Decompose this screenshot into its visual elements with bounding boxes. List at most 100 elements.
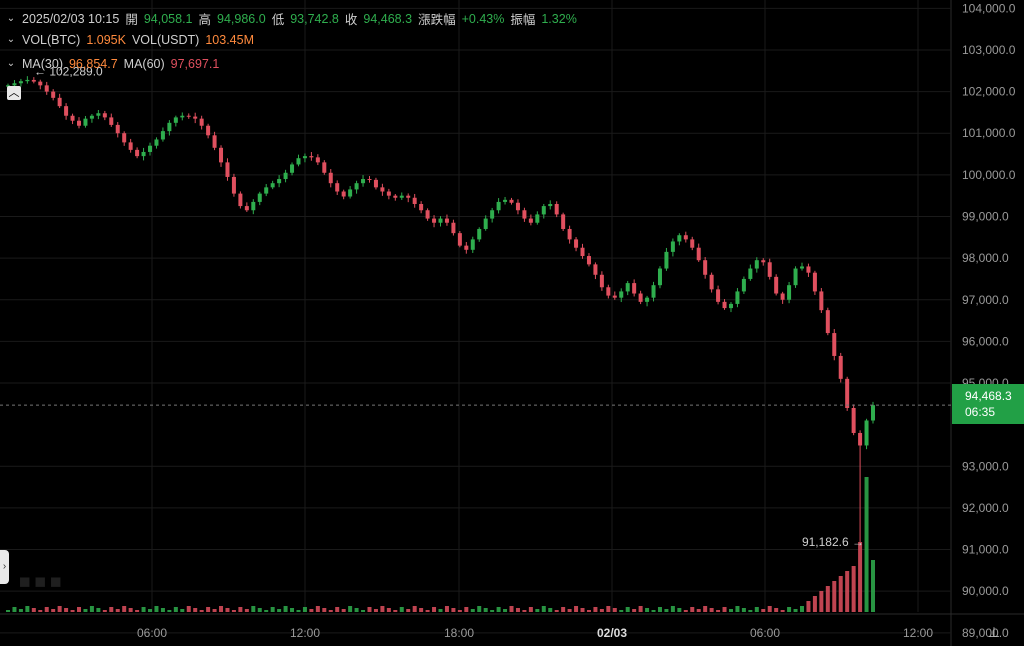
close-label: 收	[344, 13, 358, 27]
candle-body	[309, 156, 314, 158]
price-axis[interactable]: 104,000.0 103,000.0 102,000.0 101,000.0 100,…	[962, 1, 1016, 639]
current-price-tag: 94,468.3 06:35	[952, 384, 1024, 424]
volume-bar	[135, 610, 140, 612]
candle-body	[515, 202, 520, 211]
candle-body	[206, 125, 211, 136]
ohlc-legend: ⌄ 2025/02/03 10:15 開 94,058.1 高 94,986.0 低…	[6, 9, 577, 28]
candle-body	[96, 113, 101, 116]
candle-body	[212, 135, 217, 148]
low-value: 93,742.8	[290, 11, 339, 26]
ma-legend: ⌄ MA(30) 96,854.7 MA(60) 97,697.1	[6, 57, 220, 71]
volume-bar	[522, 610, 527, 612]
chevron-down-icon[interactable]: ⌄	[6, 58, 16, 69]
volume-bar	[580, 608, 585, 612]
volume-bar	[277, 609, 282, 612]
candle-body	[135, 149, 140, 157]
volume-bar	[393, 610, 398, 612]
chevron-right-icon[interactable]: ›	[0, 550, 9, 584]
candle-body	[696, 247, 701, 261]
volume-bar	[696, 609, 701, 612]
candle-body	[793, 268, 798, 286]
candle-body	[806, 266, 811, 273]
ma30-value: 96,854.7	[68, 57, 118, 71]
volume-bar	[741, 608, 746, 612]
vol-usdt-value: 103.45M	[205, 33, 254, 47]
y-tick-label: 103,000.0	[962, 43, 1016, 57]
volume-bar	[761, 609, 766, 612]
x-tick-label: 06:00	[750, 626, 780, 640]
volume-bar	[554, 610, 559, 612]
candle-body	[412, 197, 417, 204]
candle-body	[244, 206, 249, 211]
volume-bar	[18, 609, 23, 612]
y-tick-label: 101,000.0	[962, 126, 1016, 140]
candle-body	[322, 162, 327, 173]
candle-body	[283, 172, 288, 180]
ma30-label: MA(30)	[22, 57, 63, 71]
volume-bar	[296, 610, 301, 612]
chevron-down-icon[interactable]: ⌄	[6, 34, 16, 45]
candle-body	[70, 115, 75, 121]
volume-bar	[780, 610, 785, 612]
candle-body	[154, 139, 159, 146]
volume-bar	[122, 606, 127, 612]
volume-bar	[677, 608, 682, 612]
volume-bar	[335, 607, 340, 612]
volume-bar	[496, 607, 501, 612]
candle-body	[193, 116, 198, 119]
open-label: 開	[125, 13, 138, 27]
y-tick-label: 90,000.0	[962, 584, 1009, 598]
volume-bar	[283, 606, 288, 612]
candle-body	[425, 210, 430, 219]
y-tick-label: 98,000.0	[962, 251, 1009, 265]
vol-usdt-label: VOL(USDT)	[131, 33, 200, 47]
volume-bar	[180, 609, 185, 612]
y-tick-label: 104,000.0	[962, 1, 1016, 15]
volume-bar	[767, 606, 772, 612]
amplitude-value: 1.32%	[541, 11, 577, 26]
volume-bar	[64, 608, 69, 612]
volume-bar	[173, 607, 178, 612]
x-tick-label: 18:00	[444, 626, 474, 640]
volume-bar	[354, 608, 359, 612]
candle-body	[709, 274, 714, 290]
candle-body	[367, 179, 372, 181]
chevron-up-icon[interactable]: ︿	[7, 86, 21, 100]
vol-btc-label: VOL(BTC)	[22, 33, 81, 47]
volume-bar	[638, 606, 643, 612]
candle-body	[251, 201, 256, 211]
axis-settings-icon[interactable]: ⊥	[987, 624, 1001, 640]
low-marker-label: 91,182.6 →	[802, 535, 864, 549]
volume-bar	[606, 606, 611, 612]
chevron-down-icon[interactable]: ⌄	[6, 12, 16, 24]
y-tick-label: 93,000.0	[962, 459, 1009, 473]
candle-body	[361, 179, 366, 184]
change-value: +0.43%	[461, 11, 505, 26]
volume-bar	[470, 609, 475, 612]
candle-body	[199, 118, 204, 126]
volume-bar	[586, 610, 591, 612]
volume-bar	[51, 609, 56, 612]
candle-body	[477, 228, 482, 240]
candle-body	[393, 195, 398, 198]
candle-body	[522, 210, 527, 219]
volume-bar	[412, 606, 417, 612]
candle-body	[122, 133, 127, 143]
volume-bar	[651, 610, 656, 612]
volume-bar	[457, 610, 462, 612]
candle-body	[51, 91, 56, 98]
current-price-value: 94,468.3	[965, 389, 1012, 403]
volume-bar	[361, 610, 366, 612]
candle-body	[632, 283, 637, 294]
candle-body	[328, 172, 333, 184]
volume-bar	[819, 591, 824, 612]
volume-bar	[148, 609, 153, 612]
volume-bar	[315, 606, 320, 612]
candle-body	[25, 79, 30, 82]
volume-bar	[806, 601, 811, 612]
volume-bar	[186, 606, 191, 612]
candle-body	[386, 191, 391, 196]
time-axis[interactable]: 06:00 12:00 18:00 02/03 06:00 12:00	[137, 626, 933, 640]
volume-bar	[57, 606, 62, 612]
